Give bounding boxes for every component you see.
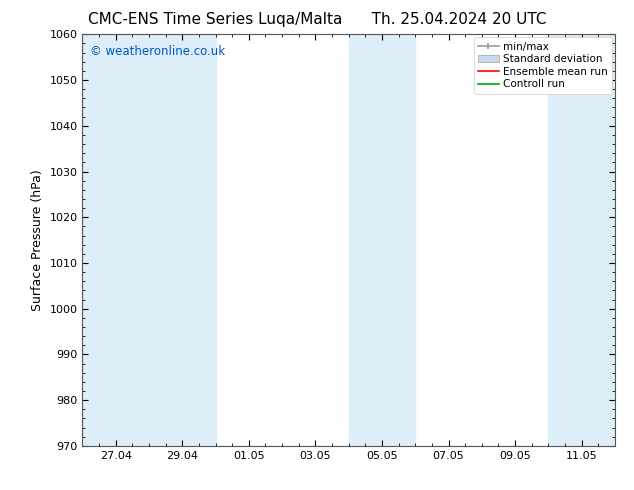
Text: © weatheronline.co.uk: © weatheronline.co.uk — [91, 45, 226, 58]
Text: CMC-ENS Time Series Luqa/Malta      Th. 25.04.2024 20 UTC: CMC-ENS Time Series Luqa/Malta Th. 25.04… — [87, 12, 547, 27]
Bar — [349, 34, 415, 446]
Bar — [548, 34, 615, 446]
Y-axis label: Surface Pressure (hPa): Surface Pressure (hPa) — [31, 169, 44, 311]
Legend: min/max, Standard deviation, Ensemble mean run, Controll run: min/max, Standard deviation, Ensemble me… — [474, 37, 612, 94]
Bar — [149, 34, 216, 446]
Bar — [82, 34, 149, 446]
